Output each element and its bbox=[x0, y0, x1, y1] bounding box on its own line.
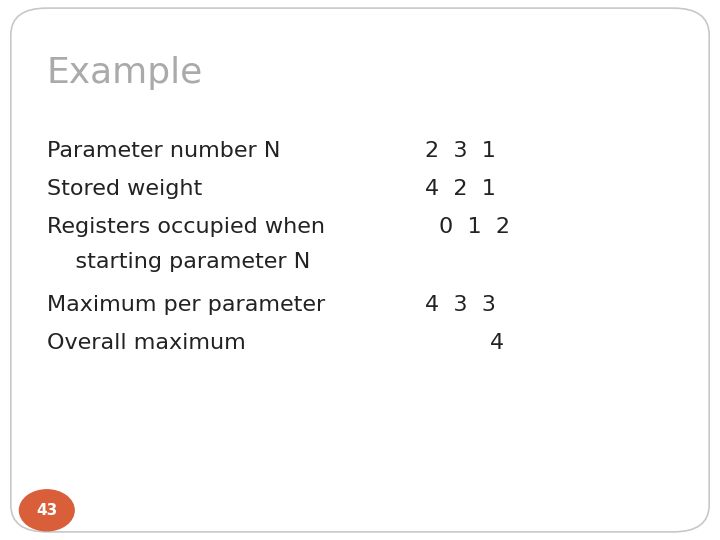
Text: Parameter number N: Parameter number N bbox=[47, 141, 280, 161]
Text: 43: 43 bbox=[36, 503, 58, 518]
Text: Registers occupied when: Registers occupied when bbox=[47, 217, 325, 237]
Circle shape bbox=[19, 490, 74, 531]
Text: Maximum per parameter: Maximum per parameter bbox=[47, 295, 325, 315]
Text: Stored weight: Stored weight bbox=[47, 179, 202, 199]
Text: Example: Example bbox=[47, 56, 203, 90]
Text: 2  3  1: 2 3 1 bbox=[425, 141, 495, 161]
Text: 0  1  2: 0 1 2 bbox=[439, 217, 510, 237]
Text: Overall maximum: Overall maximum bbox=[47, 333, 246, 353]
Text: 4  3  3: 4 3 3 bbox=[425, 295, 495, 315]
FancyBboxPatch shape bbox=[11, 8, 709, 532]
Text: 4  2  1: 4 2 1 bbox=[425, 179, 495, 199]
Text: 4: 4 bbox=[490, 333, 504, 353]
Text: starting parameter N: starting parameter N bbox=[47, 252, 310, 272]
